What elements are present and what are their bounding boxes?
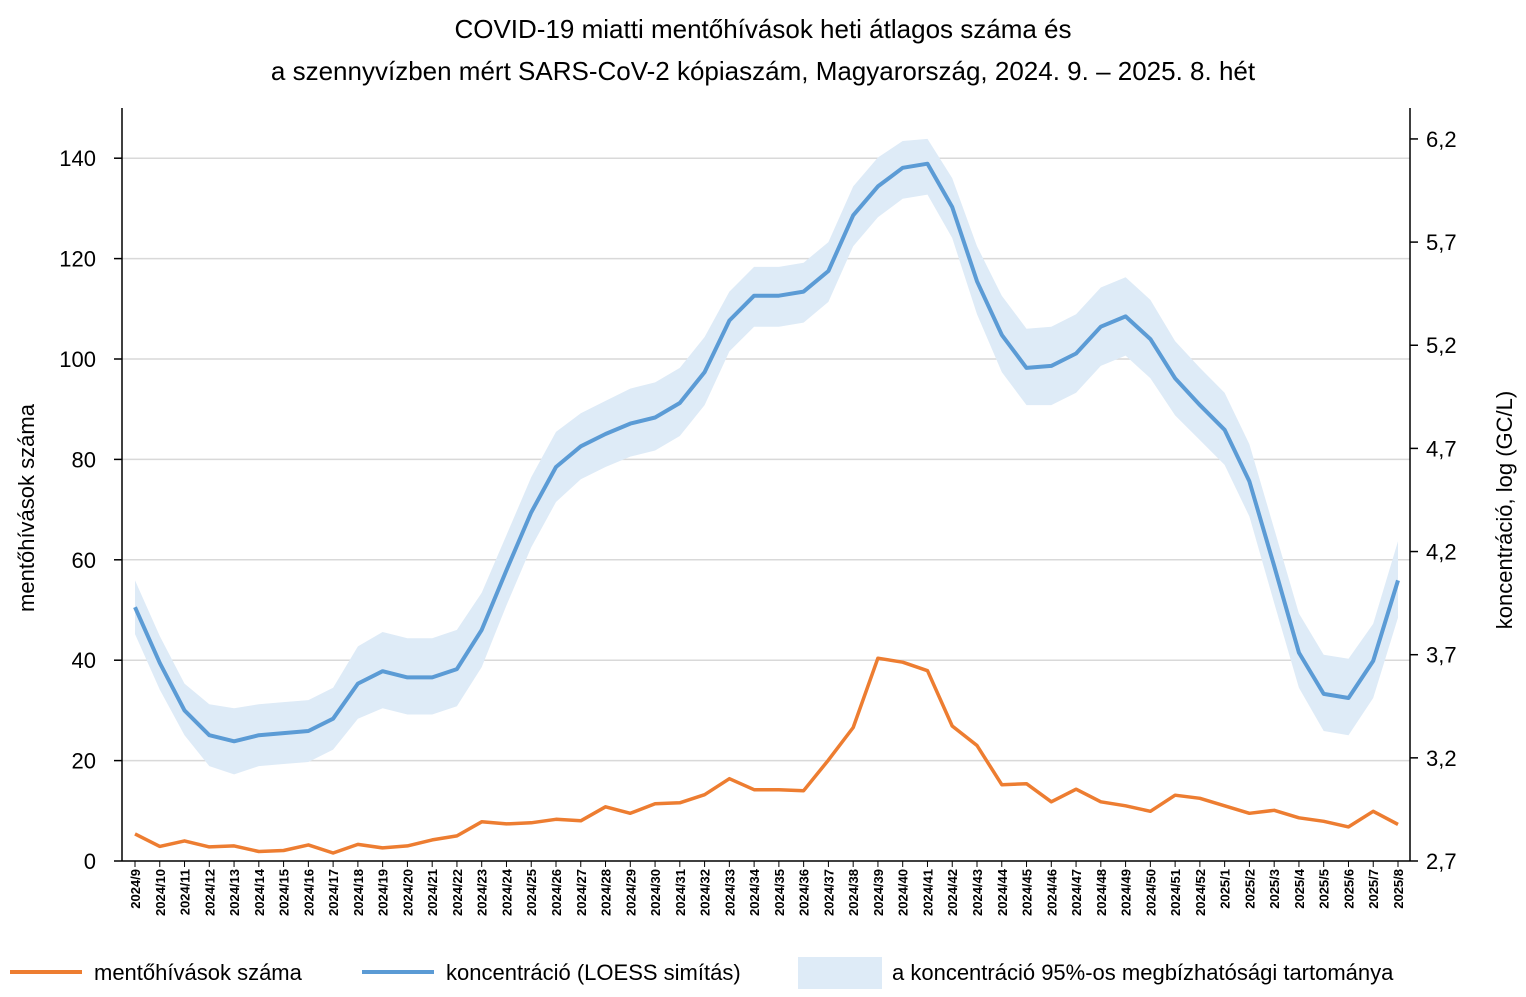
chart-title-line-2: a szennyvízben mért SARS-CoV-2 kópiaszám… (271, 56, 1256, 86)
x-tick-label: 2024/42 (945, 869, 960, 916)
right-tick-label: 6,2 (1426, 127, 1457, 152)
x-tick-label: 2024/39 (871, 869, 886, 916)
right-tick-label: 5,7 (1426, 230, 1457, 255)
x-tick-label: 2024/52 (1193, 869, 1208, 916)
gridlines (122, 157, 1410, 762)
left-tick-label: 20 (72, 749, 96, 774)
left-tick-label: 0 (84, 849, 96, 874)
x-tick-label: 2024/51 (1168, 869, 1183, 916)
x-tick-label: 2024/40 (896, 869, 911, 916)
left-tick-label: 100 (59, 347, 96, 372)
x-tick-label: 2024/45 (1020, 869, 1035, 916)
right-axis-label: koncentráció, log (GC/L) (1492, 391, 1517, 629)
x-tick-label: 2024/13 (227, 869, 242, 916)
x-tick-label: 2024/19 (376, 869, 391, 916)
right-axis-ticks: 2,7 3,2 3,7 4,2 4,7 5,2 5,7 6,2 (1410, 127, 1457, 874)
x-tick-label: 2024/16 (301, 869, 316, 916)
legend-label-calls: mentőhívások száma (94, 960, 303, 985)
ambulance-calls-line (134, 656, 1399, 855)
right-tick-label: 4,7 (1426, 436, 1457, 461)
x-tick-label: 2024/37 (821, 869, 836, 916)
left-axis-label: mentőhívások száma (14, 403, 39, 612)
x-tick-label: 2025/6 (1341, 869, 1356, 909)
x-tick-label: 2024/17 (326, 869, 341, 916)
x-tick-label: 2024/34 (747, 868, 762, 916)
concentration-line (133, 161, 1400, 744)
legend: mentőhívások száma koncentráció (LOESS s… (10, 957, 1394, 989)
x-tick-label: 2024/11 (178, 869, 193, 915)
x-tick-label: 2025/4 (1292, 868, 1307, 909)
x-tick-label: 2024/43 (970, 869, 985, 916)
x-tick-label: 2024/28 (599, 869, 614, 916)
x-tick-label: 2024/26 (549, 869, 564, 916)
x-tick-label: 2024/10 (153, 869, 168, 916)
right-tick-label: 5,2 (1426, 333, 1457, 358)
left-tick-label: 140 (59, 146, 96, 171)
x-tick-label: 2024/46 (1044, 869, 1059, 916)
x-tick-label: 2024/31 (673, 869, 688, 916)
right-tick-label: 4,2 (1426, 540, 1457, 565)
x-tick-label: 2025/7 (1366, 869, 1381, 909)
x-tick-label: 2024/18 (351, 869, 366, 916)
x-tick-label: 2024/41 (920, 869, 935, 916)
x-tick-label: 2024/21 (425, 869, 440, 916)
x-tick-label: 2024/27 (574, 869, 589, 916)
x-tick-label: 2024/9 (128, 869, 143, 909)
chart-title-line-1: COVID-19 miatti mentőhívások heti átlago… (454, 14, 1071, 44)
legend-label-band: a koncentráció 95%-os megbízhatósági tar… (892, 960, 1394, 985)
x-tick-label: 2024/23 (475, 869, 490, 916)
x-tick-label: 2024/25 (524, 869, 539, 916)
left-tick-label: 40 (72, 648, 96, 673)
x-tick-label: 2024/22 (450, 869, 465, 916)
x-tick-label: 2024/15 (277, 869, 292, 916)
left-tick-label: 120 (59, 247, 96, 272)
left-tick-label: 80 (72, 447, 96, 472)
left-axis-ticks: 0 20 40 60 80 100 120 140 (59, 146, 122, 874)
x-tick-label: 2024/49 (1119, 869, 1134, 916)
x-tick-label: 2024/20 (400, 869, 415, 916)
x-tick-label: 2025/5 (1317, 869, 1332, 909)
x-tick-label: 2025/8 (1391, 869, 1406, 909)
x-tick-label: 2025/1 (1218, 869, 1233, 909)
confidence-band (135, 138, 1398, 775)
x-tick-label: 2024/44 (995, 868, 1010, 916)
right-tick-label: 3,2 (1426, 746, 1457, 771)
x-tick-label: 2024/30 (648, 869, 663, 916)
x-tick-label: 2024/48 (1094, 869, 1109, 916)
x-tick-label: 2024/35 (772, 869, 787, 916)
x-tick-label: 2025/2 (1242, 869, 1257, 909)
left-tick-label: 60 (72, 548, 96, 573)
x-tick-label: 2025/3 (1267, 869, 1282, 909)
legend-swatch-band (798, 957, 882, 989)
x-tick-label: 2024/12 (202, 869, 217, 916)
right-tick-label: 3,7 (1426, 643, 1457, 668)
x-tick-label: 2024/24 (499, 868, 514, 916)
x-tick-label: 2024/47 (1069, 869, 1084, 916)
x-tick-label: 2024/50 (1143, 869, 1158, 916)
axes (121, 108, 1411, 862)
x-tick-label: 2024/29 (623, 869, 638, 916)
x-tick-label: 2024/32 (698, 869, 713, 916)
x-tick-label: 2024/33 (722, 869, 737, 916)
right-tick-label: 2,7 (1426, 849, 1457, 874)
x-tick-label: 2024/36 (797, 869, 812, 916)
legend-label-concentration: koncentráció (LOESS simítás) (446, 960, 741, 985)
x-axis-ticks: 2024/9 2024/10 2024/11 2024/12 2024/13 2024/1… (128, 861, 1406, 916)
x-tick-label: 2024/14 (252, 868, 267, 916)
x-tick-label: 2024/38 (846, 869, 861, 916)
